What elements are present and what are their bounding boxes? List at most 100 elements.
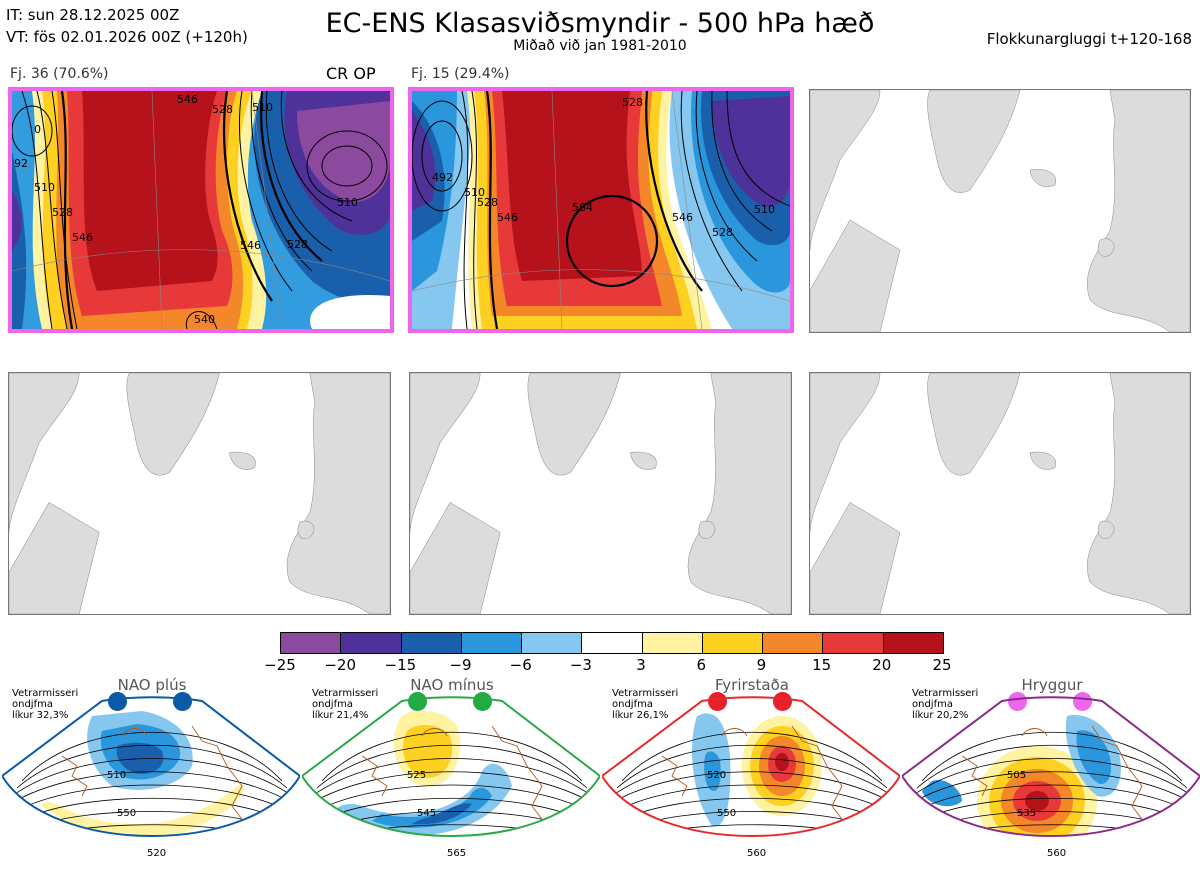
regime-panel[interactable]: NAO plús Vetrarmisseri ondjfma líkur 32,3% 5…: [2, 676, 300, 871]
colorbar-tick-label: 9: [756, 656, 767, 674]
regime-info-line: ondjfma: [912, 699, 953, 710]
regime-info-line: Vetrarmisseri: [912, 688, 979, 699]
valid-time: VT: fös 02.01.2026 00Z (+120h): [6, 28, 248, 46]
regime-map: 505 535 560: [902, 696, 1200, 859]
regime-dot: [473, 692, 492, 711]
cluster-2-map-svg: 492 510 528 546 564 546 528 510 528: [412, 91, 790, 329]
regime-info-line: líkur 21,4%: [312, 710, 369, 721]
regime-info-line: ondjfma: [312, 699, 353, 710]
regime-dot: [773, 692, 792, 711]
regime-info-line: ondjfma: [12, 699, 53, 710]
regime-info-line: líkur 26,1%: [612, 710, 669, 721]
colorbar-cell: [341, 633, 402, 653]
basemap-svg: [9, 373, 390, 614]
regime-info-line: Vetrarmisseri: [12, 688, 79, 699]
regime-dot: [708, 692, 727, 711]
page-subtitle: Miðað við jan 1981-2010: [513, 38, 687, 54]
cluster-2-contour-label: 528: [712, 226, 733, 239]
colorbar-cell: [823, 633, 884, 653]
colorbar-tick-label: 15: [812, 656, 832, 674]
regime-contour-label: 525: [407, 770, 426, 781]
cluster-1-contour-label: 510: [337, 196, 358, 209]
regimes-row: NAO plús Vetrarmisseri ondjfma líkur 32,3% 5…: [0, 676, 1200, 871]
regime-contour-label: 545: [417, 808, 436, 819]
cluster-1-contour-label: 528: [52, 206, 73, 219]
cluster-1-contour-label: 0: [34, 123, 41, 136]
cluster-2-contour-label: 510: [464, 186, 485, 199]
run-info: IT: sun 28.12.2025 00Z VT: fös 02.01.202…: [6, 4, 248, 48]
regime-info: Vetrarmisseri ondjfma líkur 20,2%: [912, 688, 978, 721]
colorbar-cell: [642, 633, 703, 653]
colorbar-cell: [582, 633, 643, 653]
colorbar-tick-label: −3: [569, 656, 592, 674]
regime-info-line: líkur 20,2%: [912, 710, 969, 721]
cluster-1-contour-label: 546: [240, 239, 261, 252]
colorbar-tick-label: −6: [509, 656, 532, 674]
empty-map-6[interactable]: [809, 372, 1191, 615]
basemap-svg: [410, 373, 791, 614]
empty-map-5[interactable]: [409, 372, 792, 615]
colorbar-tick-label: −25: [264, 656, 296, 674]
regime-contour-label: 520: [147, 848, 166, 859]
regime-contour-label: 510: [107, 770, 126, 781]
cluster-2-contour-label: 510: [754, 203, 775, 216]
regime-info: Vetrarmisseri ondjfma líkur 32,3%: [12, 688, 78, 721]
regime-map: 520 550 560: [602, 696, 900, 859]
cluster-2-contour-label: 546: [672, 211, 693, 224]
colorbar-tick-label: −9: [449, 656, 472, 674]
basemap-svg: [810, 373, 1190, 614]
regime-contour-label: 550: [117, 808, 136, 819]
regime-contour-label: 505: [1007, 770, 1026, 781]
cluster-1-contour-label: 510: [252, 101, 273, 114]
initial-time: IT: sun 28.12.2025 00Z: [6, 6, 180, 24]
regime-contour-label: 565: [447, 848, 466, 859]
regime-map: 510 550 520: [2, 696, 300, 859]
regime-info: Vetrarmisseri ondjfma líkur 21,4%: [312, 688, 378, 721]
regime-map: 525 545 565: [302, 696, 600, 859]
regime-info-line: líkur 32,3%: [12, 710, 69, 721]
colorbar-cell: [401, 633, 462, 653]
colorbar-cell: [281, 633, 342, 653]
regime-dot: [173, 692, 192, 711]
cluster-1-contour-label: 540: [194, 313, 215, 326]
cluster-1-contour-label: 546: [72, 231, 93, 244]
regime-info-line: Vetrarmisseri: [312, 688, 379, 699]
regime-contour-label: 560: [1047, 848, 1066, 859]
regime-dot: [1008, 692, 1027, 711]
colorbar-ticks: −25 −20 −15 −9 −6 −3 3 6 9 15 20 25: [260, 656, 960, 676]
regime-dot: [108, 692, 127, 711]
regime-dot: [408, 692, 427, 711]
colorbar: [280, 632, 944, 654]
cluster-1-label: Fj. 36 (70.6%): [10, 66, 109, 82]
cluster-1-map-svg: 0 92 510 528 546 528 510 546 528 540 546…: [12, 91, 390, 329]
regime-contour-label: 535: [1017, 808, 1036, 819]
regime-panel[interactable]: Fyrirstaða Vetrarmisseri ondjfma líkur 26,1…: [602, 676, 900, 871]
empty-map-3[interactable]: [809, 89, 1191, 333]
colorbar-tick-label: 25: [932, 656, 952, 674]
colorbar-cell: [702, 633, 764, 653]
regime-name: Fyrirstaða: [715, 676, 789, 694]
regime-name: NAO plús: [117, 676, 187, 694]
regime-info: Vetrarmisseri ondjfma líkur 26,1%: [612, 688, 678, 721]
cluster-2-contour-label: 528: [477, 196, 498, 209]
regime-dot: [1073, 692, 1092, 711]
cluster-1-contour-label: 510: [34, 181, 55, 194]
basemap-svg: [810, 90, 1190, 332]
regime-name: NAO mínus: [410, 676, 494, 694]
empty-map-4[interactable]: [8, 372, 391, 615]
colorbar-cell: [461, 633, 523, 653]
regime-panel[interactable]: NAO mínus Vetrarmisseri ondjfma líkur 21,4%…: [302, 676, 600, 871]
cluster-2-contour-label: 528: [622, 96, 643, 109]
cluster-1-map[interactable]: 0 92 510 528 546 528 510 546 528 540 546…: [8, 87, 394, 333]
cluster-2-label: Fj. 15 (29.4%): [411, 66, 510, 82]
regime-contour-label: 550: [717, 808, 736, 819]
cluster-1-contour-label: 528: [287, 238, 308, 251]
cluster-1-contour-label: 528: [212, 103, 233, 116]
cluster-2-contour-label: 564: [572, 201, 593, 214]
cluster-2-map[interactable]: 492 510 528 546 564 546 528 510 528: [408, 87, 794, 333]
colorbar-tick-label: 6: [696, 656, 707, 674]
regime-panel[interactable]: Hryggur Vetrarmisseri ondjfma líkur 20,2% 50…: [902, 676, 1200, 871]
colorbar-cell: [883, 633, 943, 653]
cluster-1-tag: CR OP: [326, 64, 376, 83]
colorbar-tick-label: 3: [636, 656, 646, 674]
